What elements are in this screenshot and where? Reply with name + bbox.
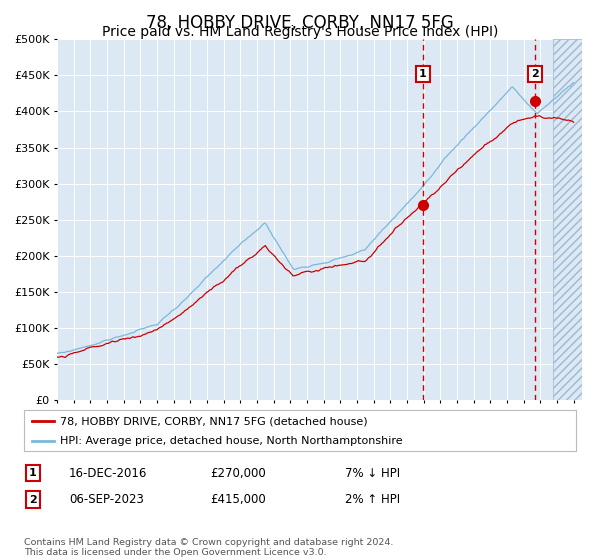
Text: 06-SEP-2023: 06-SEP-2023: [69, 493, 144, 506]
Bar: [553, 39, 582, 400]
Text: Price paid vs. HM Land Registry's House Price Index (HPI): Price paid vs. HM Land Registry's House …: [102, 25, 498, 39]
Text: 2: 2: [29, 494, 37, 505]
Text: £270,000: £270,000: [210, 466, 266, 480]
Text: 7% ↓ HPI: 7% ↓ HPI: [345, 466, 400, 480]
Text: 1: 1: [419, 69, 427, 79]
Text: HPI: Average price, detached house, North Northamptonshire: HPI: Average price, detached house, Nort…: [60, 436, 403, 446]
Bar: [553, 39, 582, 400]
Text: 1: 1: [29, 468, 37, 478]
Text: 78, HOBBY DRIVE, CORBY, NN17 5FG: 78, HOBBY DRIVE, CORBY, NN17 5FG: [146, 14, 454, 32]
Text: Contains HM Land Registry data © Crown copyright and database right 2024.
This d: Contains HM Land Registry data © Crown c…: [24, 538, 394, 557]
Text: 2% ↑ HPI: 2% ↑ HPI: [345, 493, 400, 506]
Text: £415,000: £415,000: [210, 493, 266, 506]
Text: 78, HOBBY DRIVE, CORBY, NN17 5FG (detached house): 78, HOBBY DRIVE, CORBY, NN17 5FG (detach…: [60, 417, 368, 426]
Text: 16-DEC-2016: 16-DEC-2016: [69, 466, 148, 480]
Text: 2: 2: [531, 69, 539, 79]
